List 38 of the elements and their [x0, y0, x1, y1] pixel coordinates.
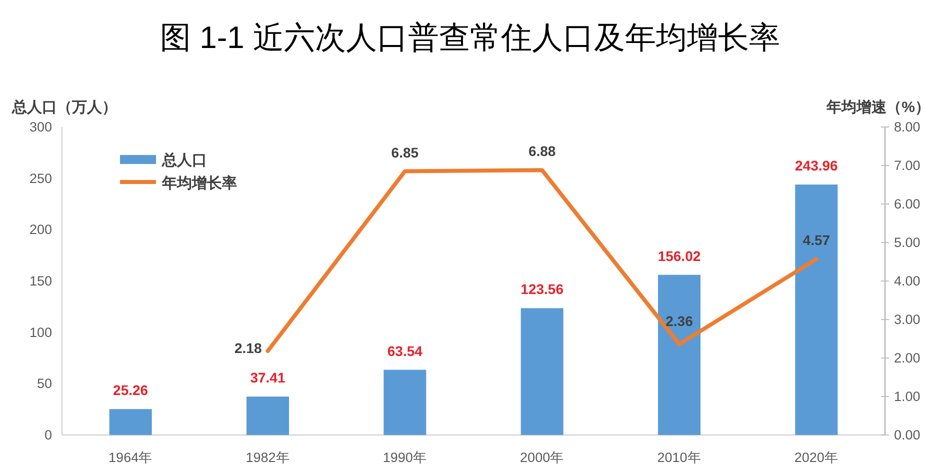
- x-tick-label: 2020年: [794, 450, 838, 465]
- legend-label: 年均增长率: [162, 175, 237, 192]
- y2-tick-label: 3.00: [894, 312, 920, 327]
- x-tick-label: 1990年: [382, 450, 427, 465]
- data-label: 2.18: [234, 340, 262, 356]
- data-label: 6.88: [528, 143, 556, 160]
- y2-tick-label: 5.00: [894, 235, 920, 250]
- y-tick-label: 0: [44, 428, 52, 442]
- y2label: 年均增速（%）: [826, 99, 930, 116]
- y2-tick-label: 6.00: [894, 196, 920, 212]
- data-label: 156.02: [658, 248, 701, 264]
- y-tick-label: 250: [29, 170, 52, 186]
- title: 图 1-1 近六次人口普查常住人口及年均增长率: [160, 20, 780, 55]
- data-label: 37.41: [250, 370, 286, 386]
- y2-tick-label: 4.00: [894, 274, 920, 288]
- y2-tick-label: 8.00: [894, 120, 920, 134]
- y-tick-label: 200: [29, 222, 52, 238]
- y2-tick-label: 7.00: [894, 158, 920, 173]
- data-label: 25.26: [113, 382, 148, 398]
- data-label: 2.36: [666, 313, 693, 330]
- data-label: 243.96: [795, 158, 838, 174]
- y-tick-label: 150: [29, 274, 52, 288]
- x-tick-label: 2000年: [520, 450, 564, 465]
- y-tick-label: 300: [29, 120, 52, 134]
- x-tick-label: 1982年: [246, 450, 290, 465]
- data-label: 4.57: [802, 232, 830, 248]
- y2-tick-label: 1.00: [894, 389, 920, 404]
- x-tick-label: 1964年: [108, 450, 153, 465]
- data-label: 6.85: [391, 144, 419, 160]
- data-label: 63.54: [387, 342, 422, 359]
- y2-tick-label: 2.00: [894, 350, 920, 366]
- y-tick-label: 100: [29, 324, 52, 340]
- ylabel: 总人口（万人）: [12, 99, 117, 116]
- x-tick-label: 2010年: [657, 450, 702, 465]
- data-label: 123.56: [520, 281, 564, 298]
- y2-tick-label: 0.00: [894, 428, 920, 442]
- y-tick-label: 50: [36, 376, 52, 392]
- legend-label: 总人口: [162, 152, 207, 169]
